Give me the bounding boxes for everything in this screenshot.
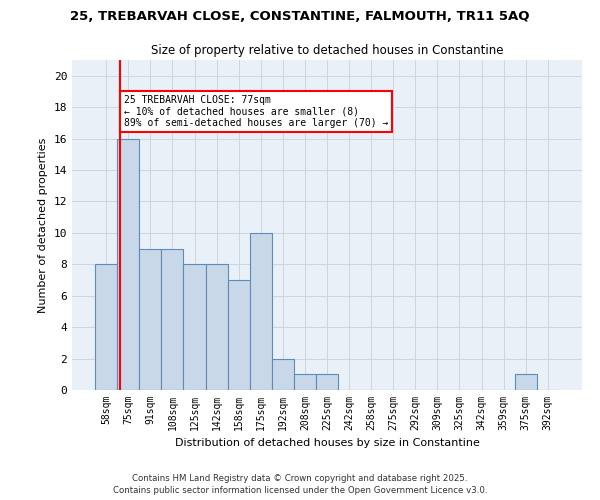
Bar — [515, 374, 537, 390]
Text: 25, TREBARVAH CLOSE, CONSTANTINE, FALMOUTH, TR11 5AQ: 25, TREBARVAH CLOSE, CONSTANTINE, FALMOU… — [70, 10, 530, 23]
Text: Contains HM Land Registry data © Crown copyright and database right 2025.
Contai: Contains HM Land Registry data © Crown c… — [113, 474, 487, 495]
Bar — [117, 138, 139, 390]
Title: Size of property relative to detached houses in Constantine: Size of property relative to detached ho… — [151, 44, 503, 58]
Bar — [294, 374, 316, 390]
Bar — [250, 233, 272, 390]
Bar — [161, 248, 184, 390]
X-axis label: Distribution of detached houses by size in Constantine: Distribution of detached houses by size … — [175, 438, 479, 448]
Y-axis label: Number of detached properties: Number of detached properties — [38, 138, 48, 312]
Bar — [227, 280, 250, 390]
Bar — [95, 264, 117, 390]
Bar — [206, 264, 227, 390]
Bar — [139, 248, 161, 390]
Text: 25 TREBARVAH CLOSE: 77sqm
← 10% of detached houses are smaller (8)
89% of semi-d: 25 TREBARVAH CLOSE: 77sqm ← 10% of detac… — [124, 94, 388, 128]
Bar — [272, 358, 294, 390]
Bar — [316, 374, 338, 390]
Bar — [184, 264, 206, 390]
